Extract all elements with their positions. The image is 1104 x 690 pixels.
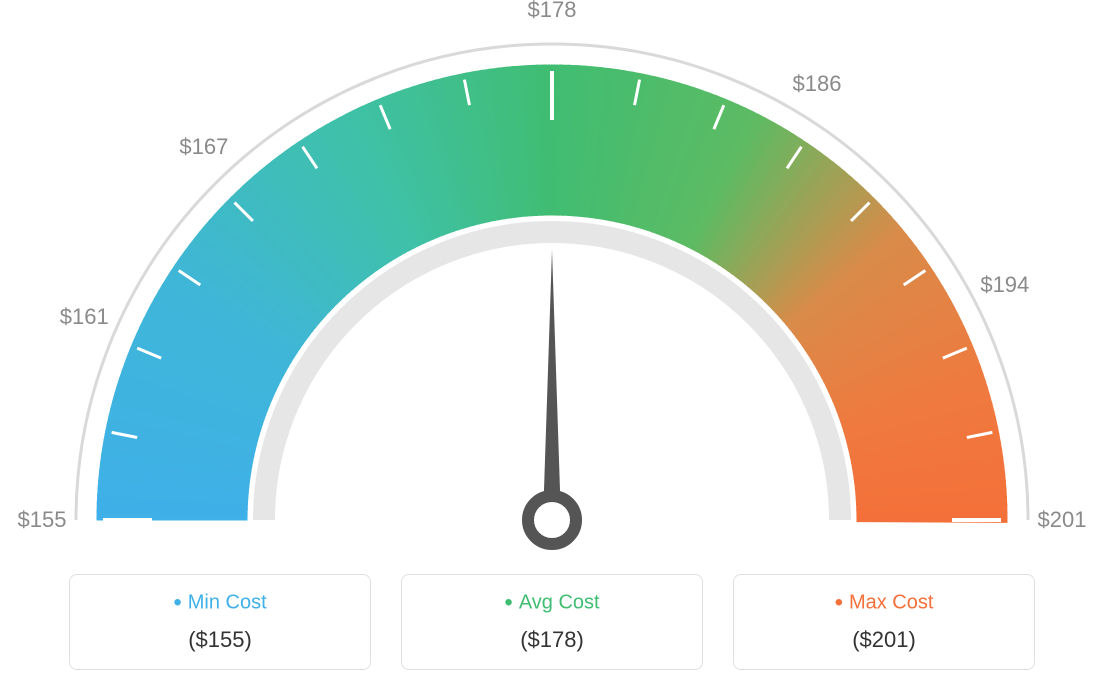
bullet-icon: • xyxy=(504,589,512,616)
bullet-icon: • xyxy=(173,589,181,616)
gauge-svg xyxy=(0,0,1104,560)
gauge-area: $155 $161 $167 $178 $186 $194 $201 xyxy=(0,0,1104,560)
legend-min-label: Min Cost xyxy=(188,591,267,613)
legend-row: • Min Cost ($155) • Avg Cost ($178) • Max C… xyxy=(0,574,1104,670)
tick-label: $167 xyxy=(179,134,228,160)
legend-avg-label: Avg Cost xyxy=(519,591,600,613)
legend-min-label-row: • Min Cost xyxy=(70,589,370,617)
legend-card-avg: • Avg Cost ($178) xyxy=(401,574,703,670)
legend-card-min: • Min Cost ($155) xyxy=(69,574,371,670)
tick-label: $194 xyxy=(980,272,1029,298)
tick-label: $155 xyxy=(18,507,67,533)
legend-min-value: ($155) xyxy=(70,627,370,653)
gauge-chart-container: $155 $161 $167 $178 $186 $194 $201 • Min Cost (… xyxy=(0,0,1104,690)
tick-label: $178 xyxy=(528,0,577,23)
bullet-icon: • xyxy=(835,589,843,616)
legend-avg-value: ($178) xyxy=(402,627,702,653)
legend-card-max: • Max Cost ($201) xyxy=(733,574,1035,670)
legend-max-value: ($201) xyxy=(734,627,1034,653)
legend-avg-label-row: • Avg Cost xyxy=(402,589,702,617)
tick-label: $201 xyxy=(1038,507,1087,533)
legend-max-label-row: • Max Cost xyxy=(734,589,1034,617)
tick-label: $161 xyxy=(60,304,109,330)
legend-max-label: Max Cost xyxy=(849,591,933,613)
tick-label: $186 xyxy=(793,71,842,97)
